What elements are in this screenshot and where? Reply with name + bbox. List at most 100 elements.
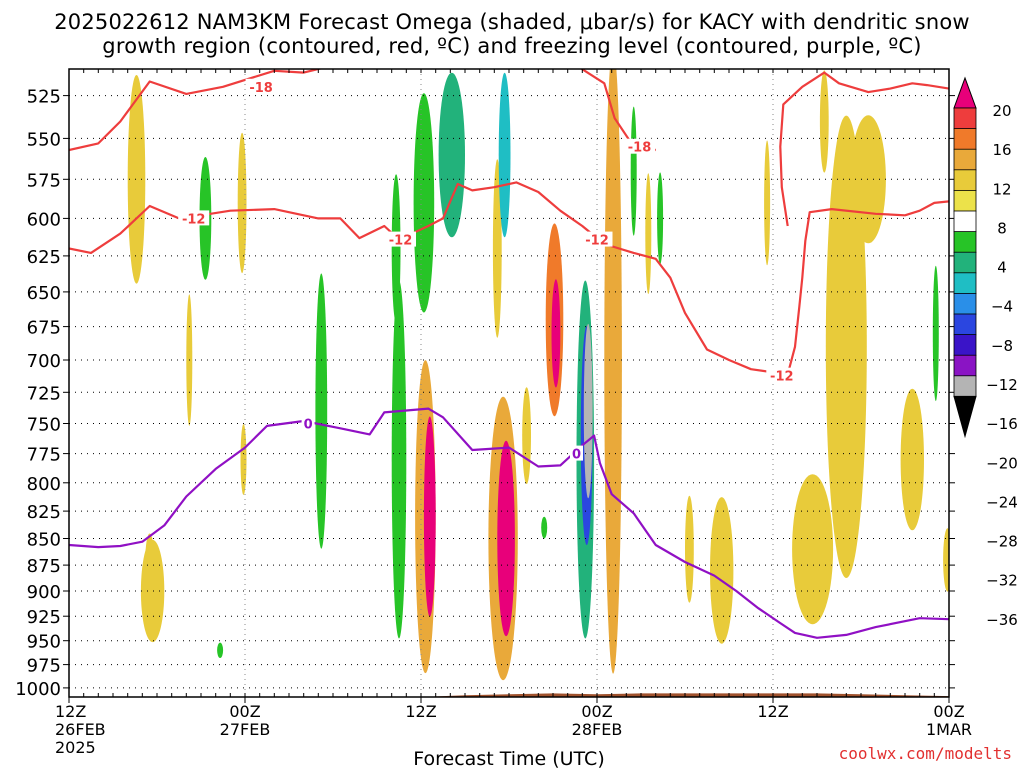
x-tick-label: 1MAR [926,720,972,739]
colorbar-segment [953,148,977,171]
omega-shade-cell [819,70,829,173]
contour-line [69,407,949,639]
x-tick-label: 2025 [55,738,96,757]
y-tick-label: 850 [27,530,61,551]
colorbar-segment [953,189,977,212]
y-tick-label: 725 [27,383,61,404]
x-tick-label: 28FEB [572,720,623,739]
omega-shade-cell [604,69,622,674]
y-tick-label: 650 [27,283,61,304]
colorbar-segment [953,251,977,274]
omega-shade-cell [900,388,924,531]
omega-shading-layer [127,69,949,681]
x-tick-label: 00Z [581,702,612,721]
omega-shade-cell [127,75,146,284]
colorbar-label: 4 [997,259,1007,277]
omega-shade-cell [438,72,465,238]
contour-label: -12 [770,370,794,385]
chart-title-line-2: growth region (contoured, red, ºC) and f… [102,34,922,58]
colorbar-label: −8 [991,337,1013,355]
colorbar-label: −20 [986,454,1018,472]
y-tick-label: 875 [27,556,61,577]
omega-shade-cell [551,279,561,388]
y-tick-label: 600 [27,209,61,230]
axes-layer: 525 550 575 600 625 650 675 700 725 750 775 800 825 8… [15,68,972,757]
contour-line [69,69,656,152]
x-tick-label: 26FEB [55,720,106,739]
contour-line [779,71,949,227]
omega-shade-cell [240,424,247,495]
colorbar-label: 8 [997,219,1007,237]
omega-shade-cell [792,474,834,625]
omega-shade-cell [825,115,867,579]
colorbar-segment [953,169,977,192]
omega-shade-cell [315,273,328,549]
contour-label: 0 [304,418,313,433]
contour-label: -12 [182,212,206,227]
y-tick-label: 625 [27,247,61,268]
colorbar-label: −24 [986,493,1018,511]
omega-shade-cell [541,516,548,539]
colorbar-label: −4 [991,298,1013,316]
contour-label: -18 [628,141,652,156]
y-tick-label: 825 [27,502,61,523]
colorbar-label: 20 [992,102,1011,120]
x-axis-label: Forecast Time (UTC) [413,748,604,768]
colorbar-label: −12 [986,376,1018,394]
omega-shade-cell [391,280,407,639]
x-tick-label: 27FEB [220,720,271,739]
omega-shade-cell [583,323,593,499]
contour-label-bg [385,231,416,247]
x-tick-label: 12Z [55,702,86,721]
omega-shade-cell [423,416,436,617]
contour-label-bg [570,445,583,461]
y-tick-label: 900 [27,582,61,603]
omega-shade-cell [932,265,939,402]
contour-label: -12 [389,234,413,249]
contour-label: -18 [249,81,273,96]
colorbar-segment [953,128,977,150]
colorbar-segment [953,272,977,295]
contour-label-bg [766,367,798,383]
colorbar-label: −16 [986,415,1018,433]
contour-label-bg [178,210,210,226]
omega-shade-cell [413,93,435,313]
omega-shade-cell [145,533,155,587]
y-tick-label: 775 [27,445,61,466]
omega-shade-cell [710,497,734,644]
contour-label-bg [301,415,315,431]
omega-shade-cell [492,159,502,338]
omega-shade-cell [645,173,652,294]
y-tick-label: 925 [27,607,61,628]
x-tick-label: 12Z [757,702,788,721]
colorbar-label: 12 [992,180,1011,198]
y-tick-label: 1000 [15,679,61,700]
colorbar-segment [953,313,977,336]
colorbar-segment [953,231,977,253]
x-tick-label: 12Z [405,702,436,721]
colorbar-segment [953,354,977,377]
y-tick-label: 950 [27,632,61,653]
x-tick-label: 00Z [933,702,964,721]
colorbar-label: 16 [992,141,1011,159]
contour-label: 0 [572,448,581,463]
colorbar: 20 16 12 8 4 −4 −8 −12 −16 −20 −24 −28 −32 −36 [953,76,1018,629]
y-tick-label: 675 [27,318,61,339]
contour-label-bg [581,231,613,247]
y-tick-label: 550 [27,129,61,150]
omega-shade-cell [943,528,949,592]
omega-shade-cell [685,495,694,603]
y-tick-label: 525 [27,87,61,108]
colorbar-label: −28 [986,533,1018,551]
colorbar-segment [953,292,977,315]
colorbar-segment [953,375,977,398]
colorbar-label: −32 [986,572,1018,590]
contour-label-bg [245,78,277,94]
chart-title-line-1: 2025022612 NAM3KM Forecast Omega (shaded… [54,10,970,34]
y-tick-label: 700 [27,351,61,372]
x-tick-label: 00Z [229,702,260,721]
y-tick-label: 750 [27,415,61,436]
colorbar-segment [953,210,977,233]
omega-shade-cell [764,140,771,266]
